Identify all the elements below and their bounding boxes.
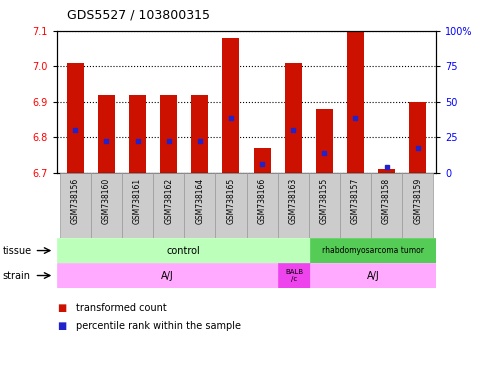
- Text: GSM738163: GSM738163: [289, 178, 298, 224]
- Text: BALB
/c: BALB /c: [285, 269, 303, 282]
- Bar: [278, 263, 310, 288]
- Text: ■: ■: [57, 321, 66, 331]
- Bar: [57, 238, 310, 263]
- Text: A/J: A/J: [161, 270, 174, 281]
- Text: GSM738156: GSM738156: [71, 178, 80, 224]
- Bar: [284, 63, 302, 173]
- Bar: [340, 173, 371, 238]
- Bar: [409, 102, 426, 173]
- Bar: [191, 95, 209, 173]
- Text: transformed count: transformed count: [76, 303, 167, 313]
- Bar: [67, 63, 84, 173]
- Text: GSM738162: GSM738162: [164, 178, 173, 224]
- Bar: [316, 109, 333, 173]
- Text: GSM738165: GSM738165: [226, 178, 236, 224]
- Text: GSM738157: GSM738157: [351, 178, 360, 224]
- Bar: [310, 238, 436, 263]
- Bar: [347, 31, 364, 173]
- Bar: [378, 169, 395, 173]
- Text: GSM738159: GSM738159: [413, 178, 422, 224]
- Bar: [122, 173, 153, 238]
- Bar: [129, 95, 146, 173]
- Text: GSM738166: GSM738166: [257, 178, 267, 224]
- Bar: [253, 148, 271, 173]
- Text: strain: strain: [2, 270, 31, 281]
- Bar: [57, 263, 278, 288]
- Text: control: control: [166, 245, 200, 256]
- Bar: [222, 38, 240, 173]
- Bar: [91, 173, 122, 238]
- Text: A/J: A/J: [367, 270, 380, 281]
- Bar: [98, 95, 115, 173]
- Bar: [310, 263, 436, 288]
- Bar: [184, 173, 215, 238]
- Text: GSM738164: GSM738164: [195, 178, 204, 224]
- Text: GSM738158: GSM738158: [382, 178, 391, 224]
- Bar: [153, 173, 184, 238]
- Bar: [60, 173, 91, 238]
- Bar: [402, 173, 433, 238]
- Bar: [278, 173, 309, 238]
- Text: GSM738160: GSM738160: [102, 178, 111, 224]
- Text: GSM738155: GSM738155: [320, 178, 329, 224]
- Bar: [160, 95, 177, 173]
- Text: percentile rank within the sample: percentile rank within the sample: [76, 321, 242, 331]
- Bar: [246, 173, 278, 238]
- Bar: [309, 173, 340, 238]
- Bar: [371, 173, 402, 238]
- Text: ■: ■: [57, 303, 66, 313]
- Bar: [215, 173, 246, 238]
- Text: tissue: tissue: [2, 245, 32, 256]
- Text: GDS5527 / 103800315: GDS5527 / 103800315: [67, 8, 210, 21]
- Text: rhabdomyosarcoma tumor: rhabdomyosarcoma tumor: [322, 246, 424, 255]
- Text: GSM738161: GSM738161: [133, 178, 142, 224]
